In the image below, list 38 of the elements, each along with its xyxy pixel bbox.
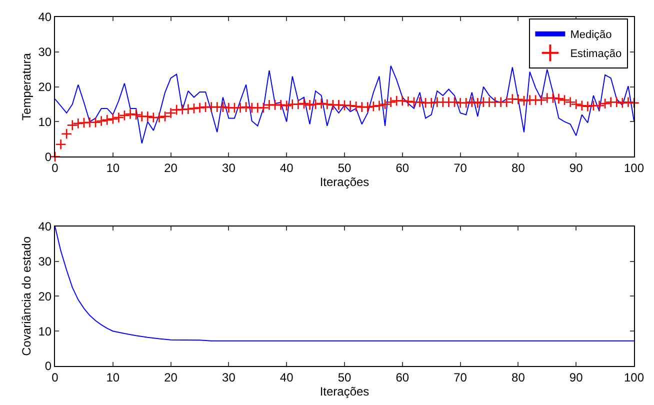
- x-tick-label: 80: [512, 370, 526, 384]
- x-tick-label: 80: [512, 161, 526, 175]
- y-tick-label: 10: [38, 114, 52, 129]
- y-tick-label: 40: [38, 220, 52, 234]
- x-tick-label: 20: [164, 161, 178, 175]
- x-tick-label: 30: [222, 370, 236, 384]
- x-tick-label: 60: [396, 370, 410, 384]
- x-tick-label: 90: [569, 161, 584, 175]
- line-series: [55, 65, 634, 144]
- x-axis-title: Iterações: [320, 384, 370, 398]
- y-tick-label: 0: [44, 150, 52, 164]
- y-tick-label: 40: [38, 10, 52, 24]
- x-tick-label: 50: [338, 161, 352, 175]
- y-tick-label: 10: [38, 324, 52, 338]
- x-tick-label: 10: [106, 161, 120, 175]
- y-axis-title: Covariância do estado: [20, 236, 34, 356]
- x-tick-label: 30: [222, 161, 236, 175]
- x-tick-label: 90: [569, 370, 584, 384]
- x-tick-label: 40: [280, 370, 294, 384]
- x-tick-label: 40: [280, 161, 294, 175]
- y-tick-label: 30: [38, 45, 52, 60]
- x-tick-label: 10: [106, 370, 120, 384]
- y-tick-label: 20: [38, 80, 52, 94]
- x-tick-label: 100: [624, 161, 644, 175]
- y-tick-label: 30: [38, 254, 52, 268]
- legend-label: Estimação: [570, 48, 622, 60]
- x-tick-label: 70: [454, 161, 468, 175]
- x-tick-label: 60: [396, 161, 410, 175]
- legend-label: Medição: [570, 29, 612, 42]
- x-tick-label: 20: [164, 370, 178, 384]
- line-series: [55, 226, 634, 342]
- x-tick-label: 70: [454, 370, 468, 384]
- x-tick-label: 50: [338, 370, 352, 384]
- y-axis-title: Temperatura: [20, 52, 34, 120]
- x-axis-title: Iterações: [320, 175, 370, 189]
- x-tick-label: 100: [624, 370, 644, 384]
- y-tick-label: 0: [44, 359, 52, 374]
- y-tick-label: 20: [38, 289, 52, 304]
